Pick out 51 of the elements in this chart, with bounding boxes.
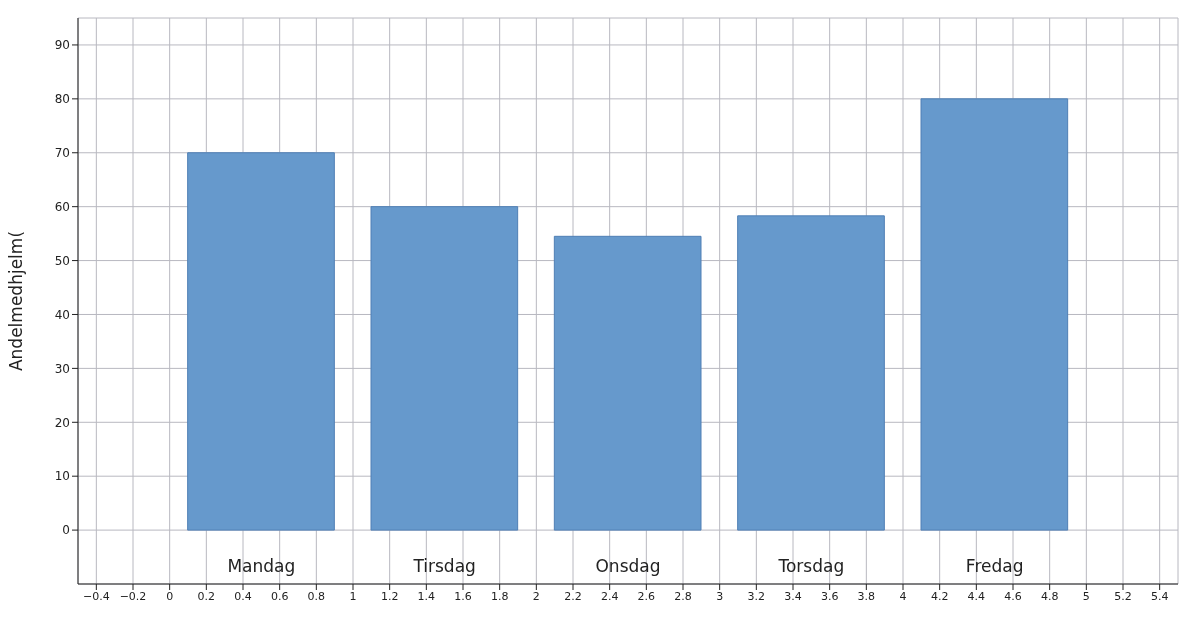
x-tick-label: 4.4 — [967, 589, 986, 603]
annotation: Fredag — [965, 556, 1024, 577]
bar — [370, 206, 519, 531]
y-axis-title: Andelmedhjelm( — [6, 230, 27, 372]
x-tick-label: 3.8 — [857, 589, 876, 603]
x-tick-label: 2.6 — [637, 589, 656, 603]
y-tick-label: 0 — [62, 523, 70, 538]
x-tick-label: 3.4 — [784, 589, 802, 603]
y-tick-label: 20 — [54, 415, 70, 430]
x-tick-label: 3 — [716, 589, 724, 603]
y-tick-label: 80 — [54, 92, 70, 107]
bar — [920, 98, 1069, 531]
y-tick-label: 40 — [54, 307, 70, 322]
x-tick-label: 2.2 — [564, 589, 582, 603]
x-tick-label: 2 — [532, 589, 540, 603]
y-tick-label: 10 — [54, 469, 70, 484]
bar — [553, 235, 702, 531]
y-tick-label: 70 — [54, 146, 70, 161]
x-tick-label: 5.2 — [1114, 589, 1132, 603]
x-tick-label: 0.8 — [307, 589, 326, 603]
bar — [187, 152, 335, 531]
bar — [737, 215, 885, 531]
y-tick-label: 50 — [54, 253, 70, 268]
x-tick-label: 1.6 — [454, 589, 472, 603]
y-tick-label: 60 — [54, 199, 70, 214]
x-tick-label: 4.6 — [1004, 589, 1022, 603]
x-tick-label: 3.6 — [820, 589, 839, 603]
x-tick-label: 3.2 — [747, 589, 766, 603]
annotation: Tirsdag — [412, 556, 476, 577]
annotation: Torsdag — [777, 556, 845, 577]
x-tick-label: −0.4 — [82, 589, 110, 603]
x-tick-label: 0.6 — [270, 589, 289, 603]
x-tick-label: 1.8 — [490, 589, 509, 603]
x-tick-label: 1.2 — [380, 589, 399, 603]
x-tick-label: 1.4 — [417, 589, 436, 603]
x-tick-label: 5 — [1082, 589, 1090, 603]
x-tick-label: 4 — [899, 589, 907, 603]
x-tick-label: 0.2 — [197, 589, 216, 603]
x-tick-label: −0.2 — [119, 589, 147, 603]
annotation: Onsdag — [595, 556, 661, 577]
x-tick-label: 2.4 — [600, 589, 619, 603]
x-tick-label: 0 — [166, 589, 174, 603]
x-tick-label: 4.2 — [930, 589, 949, 603]
y-tick-label: 30 — [54, 361, 70, 376]
x-tick-label: 1 — [349, 589, 357, 603]
x-tick-label: 0.4 — [234, 589, 252, 603]
y-tick-label: 90 — [54, 38, 70, 53]
x-tick-label: 4.8 — [1040, 589, 1059, 603]
annotation: Mandag — [227, 556, 296, 577]
x-tick-label: 2.8 — [674, 589, 692, 603]
x-tick-label: 5.4 — [1150, 589, 1169, 603]
